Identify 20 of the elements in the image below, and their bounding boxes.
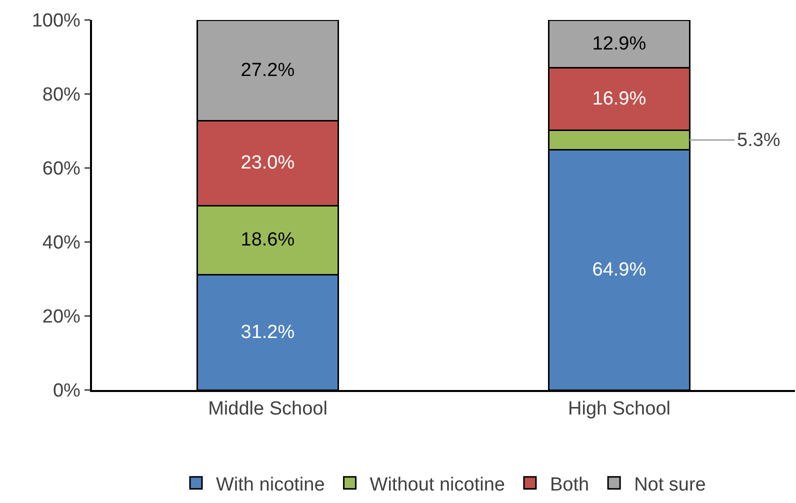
y-tick-label: 0% bbox=[52, 380, 81, 402]
legend-label: With nicotine bbox=[216, 474, 325, 496]
x-tick-label: High School bbox=[568, 398, 670, 420]
y-tick-label: 80% bbox=[42, 84, 81, 106]
data-label: 27.2% bbox=[240, 60, 295, 81]
data-label: 16.9% bbox=[592, 88, 646, 110]
legend-label: Without nicotine bbox=[370, 474, 505, 496]
y-tick-label: 60% bbox=[42, 158, 81, 180]
data-label: 64.9% bbox=[592, 259, 646, 280]
legend-label: Both bbox=[550, 474, 590, 496]
data-label: 18.6% bbox=[240, 230, 295, 251]
data-label: 23.0% bbox=[240, 152, 295, 174]
y-tick-label: 40% bbox=[42, 232, 81, 254]
legend-label: Not sure bbox=[634, 474, 706, 496]
x-tick-label: Middle School bbox=[208, 398, 328, 420]
y-tick-label: 20% bbox=[42, 306, 81, 328]
data-label: 31.2% bbox=[240, 322, 295, 343]
data-label: 5.3% bbox=[737, 130, 780, 151]
y-tick-label: 100% bbox=[32, 10, 81, 32]
data-label: 12.9% bbox=[592, 33, 646, 54]
